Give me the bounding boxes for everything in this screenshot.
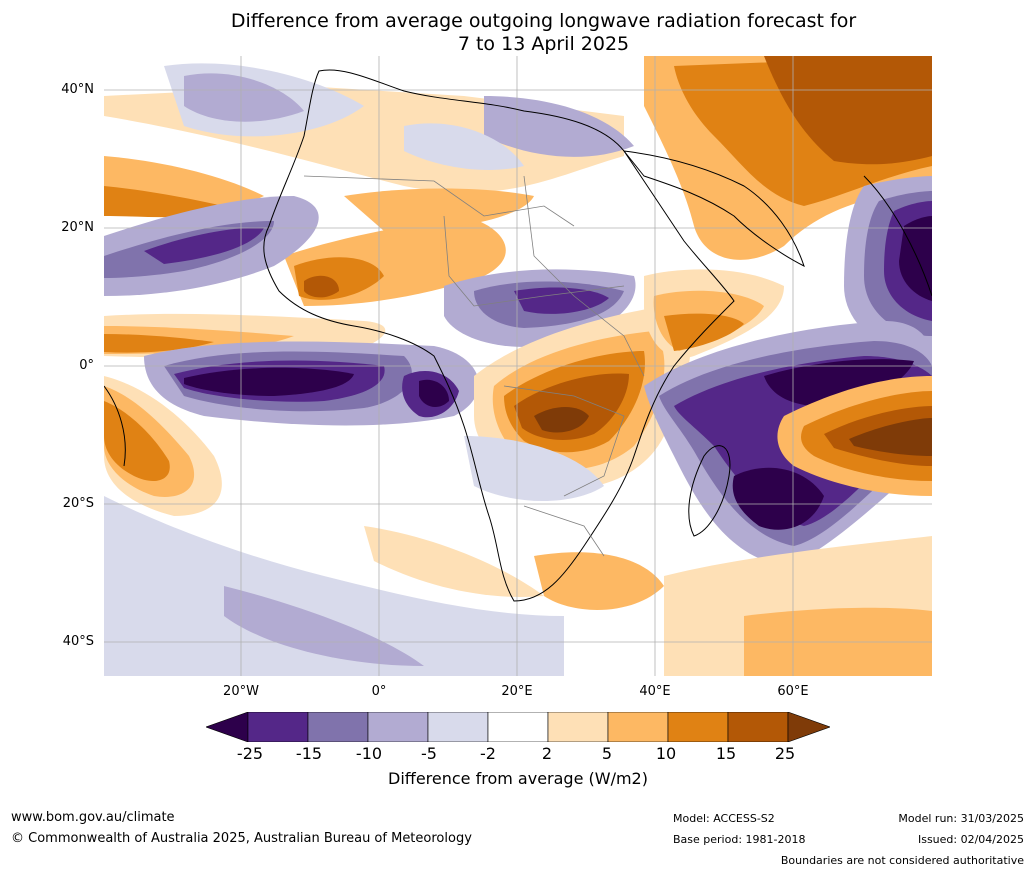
anomaly-region [184,367,354,396]
graticule [104,56,932,676]
anomaly-region [184,73,304,122]
colorbar-tick: -10 [355,744,383,763]
footer-base-period: Base period: 1981-2018 [673,833,806,846]
coastline-india [863,175,932,297]
colorbar-tick: -5 [421,744,437,763]
anomaly-region [224,586,424,666]
lat-label-40n: 40°N [61,82,94,97]
anomaly-map [104,56,932,676]
anomaly-region [464,436,604,501]
colorbar-bin [667,712,729,742]
anomaly-region [104,401,170,481]
title-line-2: 7 to 13 April 2025 [457,33,630,55]
country-boundaries [303,175,645,557]
anomaly-region [344,188,534,231]
colorbar-bin [427,712,489,742]
colorbar-tick: 10 [655,744,677,763]
anomaly-region [764,359,914,406]
colorbar-bin [307,712,369,742]
map-canvas [104,56,932,676]
coastlines [104,69,932,602]
colorbar-bin [727,712,789,742]
anomaly-region [849,418,932,456]
coastline-africa [263,69,735,602]
coastline-madagascar [688,445,731,537]
anomaly-region [484,96,634,157]
colorbar-bin [247,712,309,742]
colorbar-extend-low [206,712,249,742]
footer-model-run: Model run: 31/03/2025 [898,812,1024,825]
anomaly-region [732,467,824,530]
colorbar-tick: 5 [601,744,613,763]
lon-label-60e: 60°E [777,684,809,699]
lat-label-20n: 20°N [61,220,94,235]
anomaly-region [304,275,339,298]
colorbar [206,712,830,742]
boundary-line [523,175,645,377]
anomaly-region [364,526,544,597]
colorbar-tick: 2 [541,744,553,763]
lon-label-20w: 20°W [223,684,259,699]
footer-model: Model: ACCESS-S2 [673,812,775,825]
anomaly-region [144,227,264,264]
anomaly-region [404,123,524,171]
boundary-line [503,385,625,497]
colorbar-tick: -2 [480,744,496,763]
lat-label-equator: 0° [79,358,94,373]
coastline-arabia [622,150,805,267]
footer-copyright: © Commonwealth of Australia 2025, Austra… [11,831,472,846]
boundary-line [303,175,575,227]
colorbar-tick: 25 [774,744,796,763]
lat-label-20s: 20°S [62,496,94,511]
colorbar-label: Difference from average (W/m2) [388,769,648,788]
colorbar-tick: -15 [295,744,323,763]
colorbar-bin [547,712,609,742]
boundary-line [523,505,605,557]
anomaly-region [419,379,449,408]
lon-label-40e: 40°E [639,684,671,699]
footer-disclaimer: Boundaries are not considered authoritat… [780,854,1024,867]
colorbar-bin [367,712,429,742]
anomaly-region [534,407,589,433]
anomaly-region [764,56,932,165]
footer-website: www.bom.gov.au/climate [11,810,175,825]
anomaly-region [534,552,664,610]
lon-label-0: 0° [371,684,387,699]
anomaly-region [104,496,564,676]
colorbar-tick: -25 [236,744,264,763]
lon-label-20e: 20°E [501,684,533,699]
coastline-south-america [104,385,126,467]
colorbar-bin [607,712,669,742]
footer-issued: Issued: 02/04/2025 [917,833,1024,846]
colorbar-tick: 15 [715,744,737,763]
anomaly-region [514,287,609,314]
colorbar-bin [487,712,549,742]
title-line-1: Difference from average outgoing longwav… [230,10,857,32]
map-title: Difference from average outgoing longwav… [0,10,1035,56]
colorbar-extend-high [787,712,830,742]
lat-label-40s: 40°S [62,634,94,649]
